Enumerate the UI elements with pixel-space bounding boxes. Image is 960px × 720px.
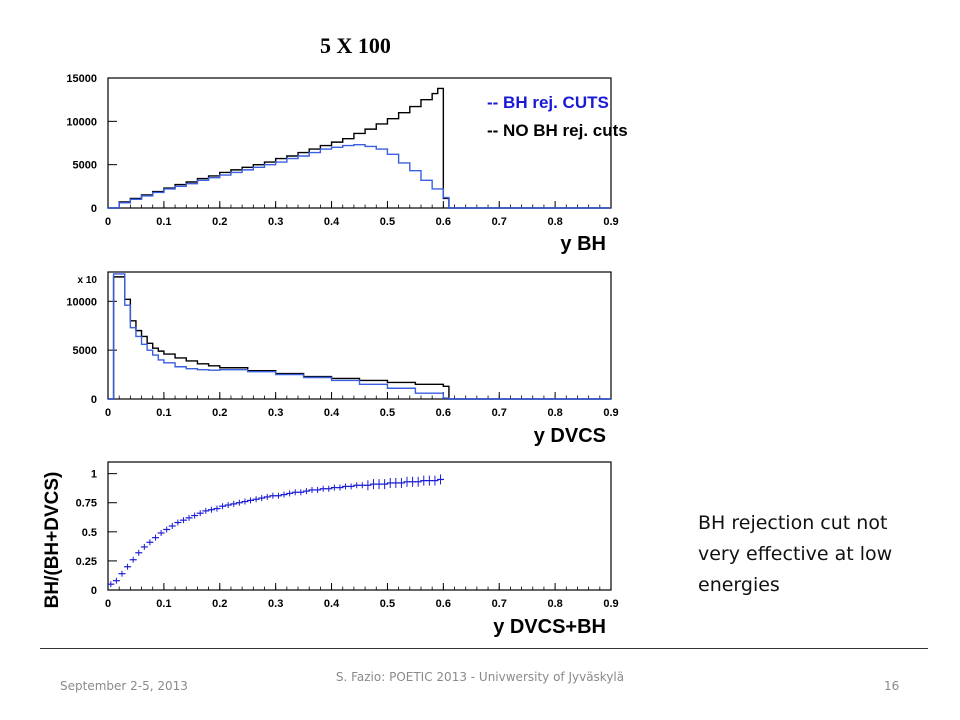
- x-tick-label-1-7: 0.7: [492, 407, 507, 419]
- series-line-0-1: [108, 144, 611, 209]
- y-axis-title-2: BH/(BH+DVCS): [42, 472, 63, 609]
- x-tick-label-2-9: 0.9: [603, 598, 618, 610]
- x-axis-title-1: y DVCS: [534, 425, 606, 447]
- y-tick-label-2-3: 0.75: [76, 498, 97, 510]
- footer-date: September 2-5, 2013: [60, 679, 188, 693]
- footer-page-number: 16: [884, 679, 900, 693]
- y-tick-label-0-3: 15000: [66, 73, 97, 85]
- x-tick-label-2-4: 0.4: [324, 598, 340, 610]
- x-tick-label-0-6: 0.6: [436, 216, 451, 228]
- legend-bh-rej-cuts: -- BH rej. CUTS: [487, 93, 609, 113]
- legend-label-bh-rej-cuts: -- BH rej. CUTS: [487, 93, 609, 112]
- x-tick-label-0-8: 0.8: [547, 216, 562, 228]
- plot-frame-1: [107, 271, 612, 400]
- series-line-1-0: [108, 276, 611, 400]
- x-axis-title-2: y DVCS+BH: [493, 616, 606, 638]
- y-tick-label-1-2: 10000: [66, 296, 97, 308]
- plot-frame-0: [107, 77, 612, 209]
- x-tick-label-2-6: 0.6: [436, 598, 451, 610]
- x-tick-label-1-6: 0.6: [436, 407, 451, 419]
- y-tick-label-2-1: 0.25: [76, 556, 97, 568]
- x-tick-label-0-0: 0: [105, 216, 111, 228]
- x-tick-label-1-8: 0.8: [547, 407, 562, 419]
- x-tick-label-1-2: 0.2: [212, 407, 227, 419]
- y-tick-label-2-0: 0: [91, 585, 97, 597]
- plot-frame-2: [107, 461, 612, 591]
- x-tick-label-2-5: 0.5: [380, 598, 395, 610]
- x-axis-title-0: y BH: [560, 233, 606, 255]
- x-tick-label-2-3: 0.3: [268, 598, 283, 610]
- y-tick-label-1-0: 0: [91, 394, 97, 406]
- x-tick-label-1-0: 0: [105, 407, 111, 419]
- x-tick-label-1-9: 0.9: [603, 407, 618, 419]
- y-tick-label-0-2: 10000: [66, 116, 97, 128]
- y-tick-label-1-1: 5000: [73, 345, 97, 357]
- y-tick-label-2-4: 1: [91, 469, 97, 481]
- footer-source: S. Fazio: POETIC 2013 - Univwersity of J…: [335, 670, 625, 684]
- x-tick-label-2-2: 0.2: [212, 598, 227, 610]
- x-tick-label-1-5: 0.5: [380, 407, 395, 419]
- y-tick-label-0-0: 0: [91, 203, 97, 215]
- plot-title: 5 X 100: [320, 33, 391, 58]
- x-tick-label-0-4: 0.4: [324, 216, 340, 228]
- x-tick-label-2-8: 0.8: [547, 598, 562, 610]
- x-tick-label-2-7: 0.7: [492, 598, 507, 610]
- x-tick-label-0-2: 0.2: [212, 216, 227, 228]
- x-tick-label-1-3: 0.3: [268, 407, 283, 419]
- x-tick-label-2-0: 0: [105, 598, 111, 610]
- legend-no-bh-rej-cuts: -- NO BH rej. cuts: [487, 121, 628, 141]
- note-text: BH rejection cut not very effective at l…: [698, 512, 893, 596]
- y-tick-label-0-1: 5000: [73, 160, 97, 172]
- x-tick-label-2-1: 0.1: [156, 598, 171, 610]
- x-tick-label-0-3: 0.3: [268, 216, 283, 228]
- x-tick-label-0-7: 0.7: [492, 216, 507, 228]
- y-multiplier-1: x 10: [78, 275, 98, 286]
- footer-divider: [40, 648, 928, 649]
- x-tick-label-1-1: 0.1: [156, 407, 171, 419]
- series-line-0-0: [108, 87, 611, 209]
- y-tick-label-2-2: 0.5: [82, 527, 97, 539]
- series-line-1-1: [108, 273, 611, 400]
- x-tick-label-1-4: 0.4: [324, 407, 340, 419]
- x-tick-label-0-5: 0.5: [380, 216, 395, 228]
- legend-label-no-bh-rej-cuts: -- NO BH rej. cuts: [487, 121, 628, 140]
- x-tick-label-0-1: 0.1: [156, 216, 171, 228]
- x-tick-label-0-9: 0.9: [603, 216, 618, 228]
